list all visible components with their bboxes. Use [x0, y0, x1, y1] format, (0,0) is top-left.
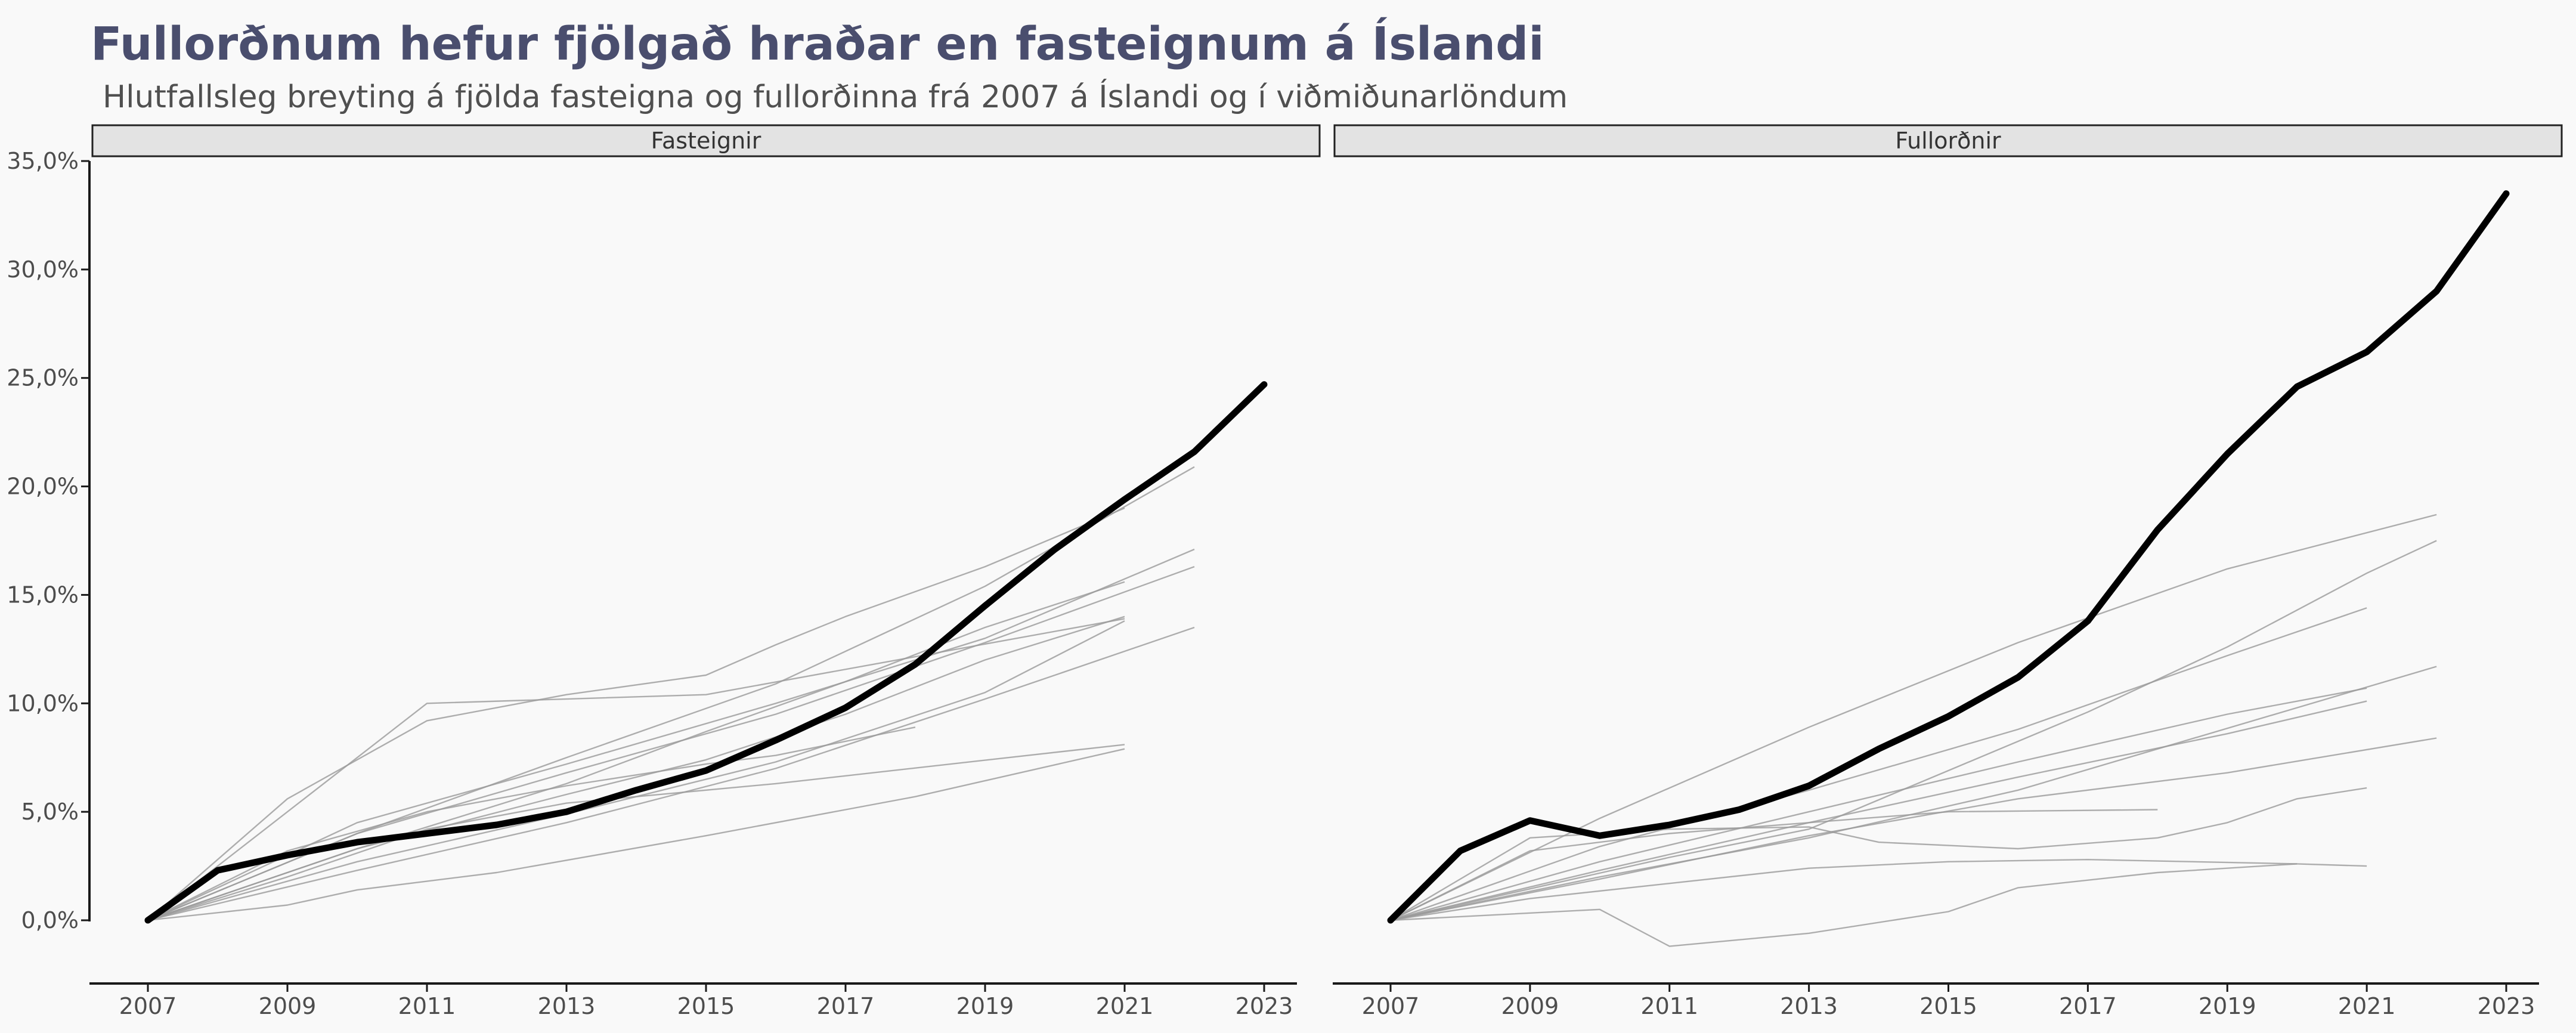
y-tick-label: 25,0% — [7, 365, 79, 391]
chart-subtitle: Hlutfallsleg breyting á fjölda fasteigna… — [103, 79, 1568, 115]
x-tick-label: 2009 — [259, 993, 317, 1019]
comparison-series-line — [1390, 700, 2367, 921]
x-tick-label: 2007 — [1362, 993, 1420, 1019]
x-tick-label: 2021 — [2338, 993, 2396, 1019]
comparison-series-line — [1390, 607, 2367, 921]
strip-background — [91, 124, 1321, 157]
x-tick-label: 2011 — [1640, 993, 1698, 1019]
x-tick-label: 2019 — [956, 993, 1014, 1019]
comparison-series-line — [1390, 687, 2367, 921]
comparison-series-line — [1390, 666, 2437, 921]
comparison-series-line — [147, 548, 1195, 921]
x-tick-label: 2019 — [2199, 993, 2256, 1019]
comparison-series-line — [147, 748, 1125, 921]
comparison-series-line — [147, 626, 1195, 921]
strip-background — [1333, 124, 2563, 157]
panel-label: Fasteignir — [651, 128, 761, 154]
x-tick-label: 2013 — [1780, 993, 1838, 1019]
comparison-series-line — [147, 618, 1125, 921]
highlight-series-line — [144, 381, 1268, 924]
comparison-series-line — [147, 616, 1125, 921]
panel-label: Fullorðnir — [1895, 128, 2001, 154]
x-tick-label: 2017 — [817, 993, 875, 1019]
comparison-series-line — [147, 726, 916, 921]
comparison-series-line — [147, 620, 1125, 921]
panel-fasteignir: Fasteignir 2007 2009 2011 2013 2015 2017 2019 2… — [7, 124, 1321, 1019]
comparison-series-line — [1390, 863, 2298, 947]
x-tick-label: 2007 — [119, 993, 177, 1019]
x-tick-label: 2023 — [2478, 993, 2535, 1019]
panel-fullordnir: Fullorðnir 2007 2009 2011 2013 2015 2017 2019 2… — [1333, 124, 2563, 1019]
y-tick-label: 20,0% — [7, 474, 79, 500]
chart-title: Fullorðnum hefur fjölgað hraðar en faste… — [91, 17, 1544, 71]
x-tick-label: 2015 — [677, 993, 735, 1019]
comparison-series-line — [1390, 858, 2367, 921]
comparison-series-line — [1390, 737, 2437, 921]
x-tick-label: 2021 — [1096, 993, 1154, 1019]
y-tick-label: 10,0% — [7, 690, 79, 716]
y-tick-label: 0,0% — [21, 907, 79, 933]
x-tick-label: 2023 — [1236, 993, 1293, 1019]
y-tick-label: 5,0% — [21, 799, 79, 825]
comparison-series-line — [147, 507, 1125, 921]
x-tick-label: 2011 — [398, 993, 456, 1019]
y-tick-label: 15,0% — [7, 582, 79, 608]
x-tick-label: 2013 — [538, 993, 596, 1019]
comparison-series-line — [1390, 540, 2437, 921]
comparison-series-line — [1390, 514, 2437, 921]
x-tick-label: 2017 — [2059, 993, 2117, 1019]
y-tick-label: 30,0% — [7, 256, 79, 283]
highlight-series-line — [1387, 190, 2510, 924]
comparison-series-line — [147, 744, 1125, 921]
y-tick-label: 35,0% — [7, 148, 79, 174]
x-tick-label: 2015 — [1919, 993, 1977, 1019]
x-tick-label: 2009 — [1501, 993, 1559, 1019]
